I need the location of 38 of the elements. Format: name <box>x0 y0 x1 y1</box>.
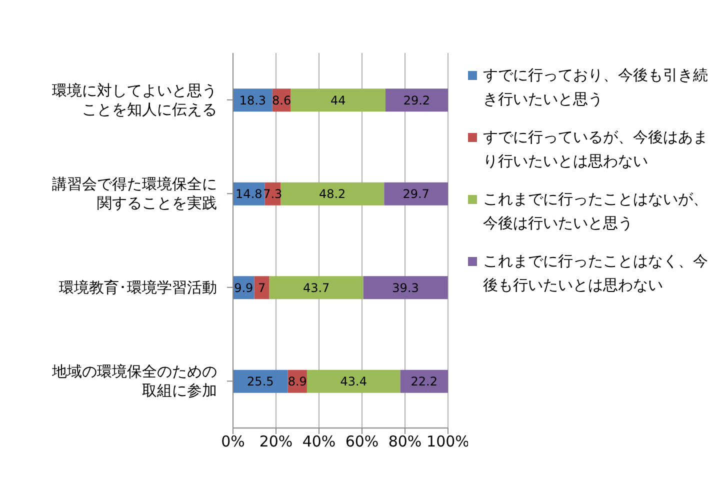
y-tick-label: 環境に対してよいと思うことを知人に伝える <box>52 81 217 118</box>
x-tick-label: 20% <box>259 432 293 451</box>
y-tick-label: 環境教育･環境学習活動 <box>59 278 217 296</box>
legend-label: これまでに行ったことはなく、今後も行いたいとは思わない <box>483 251 708 296</box>
data-label: 25.5 <box>247 374 274 389</box>
legend-label: すでに行っており、今後も引き続き行いたいと思う <box>483 65 708 110</box>
data-label: 48.2 <box>318 187 346 202</box>
data-label: 22.2 <box>410 374 438 389</box>
data-label: 14.8 <box>236 187 262 202</box>
data-label: 29.2 <box>403 93 430 108</box>
x-tick-label: 40% <box>302 432 336 451</box>
data-label: 44 <box>330 93 346 108</box>
data-label: 9.9 <box>234 280 254 295</box>
data-label: 29.7 <box>402 187 430 202</box>
legend-label: すでに行っているが、今後はあまり行いたいとは思わない <box>483 127 708 172</box>
bar <box>290 88 386 112</box>
data-label: 43.7 <box>302 280 330 295</box>
bar <box>254 276 270 300</box>
bar <box>385 88 448 112</box>
bar <box>233 370 288 393</box>
data-label: 8.6 <box>272 93 292 108</box>
data-label: 43.4 <box>340 374 367 389</box>
data-label: 7 <box>258 280 266 295</box>
bar <box>363 276 448 300</box>
bar <box>384 182 448 206</box>
bar <box>306 370 400 393</box>
bar <box>280 182 384 206</box>
x-tick-label: 60% <box>345 432 379 451</box>
data-label: 8.9 <box>288 374 307 389</box>
data-label: 39.3 <box>392 280 419 295</box>
legend-label: これまでに行ったことはないが、今後は行いたいと思う <box>483 189 708 234</box>
x-tick-label: 80% <box>388 432 422 451</box>
data-label: 18.3 <box>239 93 266 108</box>
bar <box>400 370 448 393</box>
bar <box>269 276 364 300</box>
y-tick-label: 地域の環境保全のための取組に参加 <box>51 362 217 400</box>
x-tick-label: 0% <box>221 432 245 451</box>
y-tick-label: 講習会で得た環境保全に関することを実践 <box>52 175 217 212</box>
